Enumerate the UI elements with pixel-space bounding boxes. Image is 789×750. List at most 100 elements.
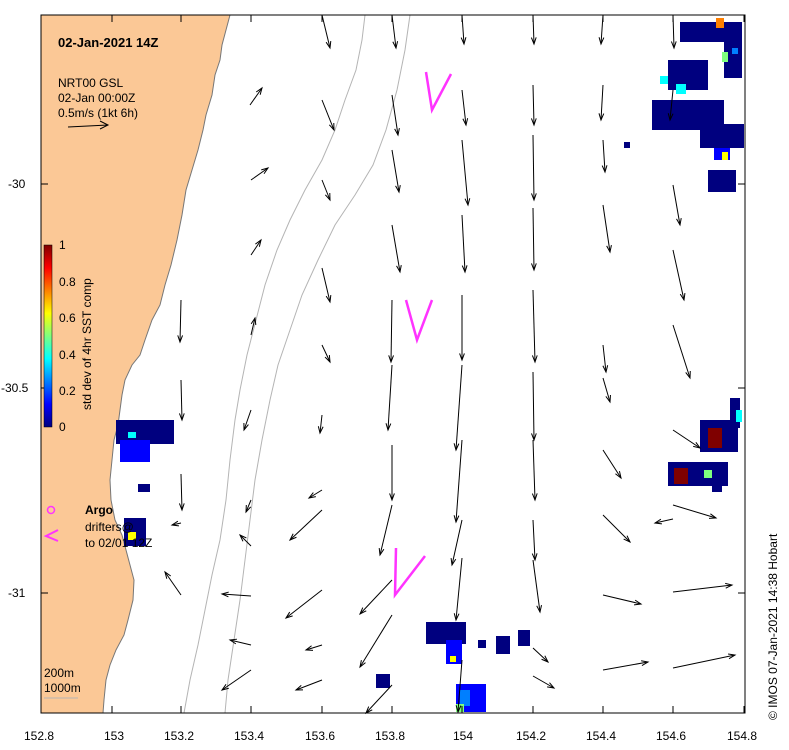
- x-tick-label: 153.4: [234, 729, 264, 743]
- colorbar-tick: 1: [59, 238, 66, 252]
- scale-arrow-head-icon: [99, 120, 110, 130]
- x-tick-label: 153.8: [375, 729, 405, 743]
- current-vector: [387, 364, 393, 431]
- current-vector-head-icon: [633, 599, 643, 606]
- current-vector-head-icon: [325, 294, 332, 304]
- current-vector: [461, 214, 466, 273]
- legend-line-2: 02-Jan 00:00Z: [58, 91, 135, 105]
- current-vector-head-icon: [679, 292, 686, 302]
- current-vector: [457, 659, 463, 713]
- current-vector-head-icon: [359, 660, 366, 669]
- isobath-200m: [183, 14, 366, 714]
- current-vector-head-icon: [317, 426, 324, 435]
- colorbar: 1 0.8 0.6 0.4 0.2 0 std dev of 4hr SST c…: [43, 238, 94, 434]
- scale-arrow-icon: [67, 124, 109, 128]
- x-tick-label: 152.8: [24, 729, 54, 743]
- current-vector: [672, 429, 701, 449]
- current-vector-head-icon: [531, 553, 538, 562]
- current-vector: [532, 371, 535, 441]
- current-vector: [672, 184, 681, 226]
- current-vector-head-icon: [685, 370, 691, 380]
- current-vector: [532, 559, 541, 613]
- current-vector: [365, 684, 393, 714]
- current-vector-head-icon: [220, 684, 229, 691]
- current-vector: [321, 179, 331, 201]
- argo-label: Argo: [85, 503, 113, 517]
- current-vector-head-icon: [178, 503, 185, 512]
- current-vector-head-icon: [602, 365, 609, 374]
- current-vector: [672, 654, 736, 669]
- y-tick-label: -30.5: [1, 381, 29, 395]
- current-vector-field: [164, 14, 737, 715]
- x-tick-label: 154.8: [727, 729, 757, 743]
- current-vector: [308, 489, 323, 499]
- vector-legend: NRT00 GSL 02-Jan 00:00Z 0.5m/s (1kt 6h): [58, 76, 138, 130]
- current-vector-head-icon: [653, 518, 663, 525]
- current-vector: [602, 449, 622, 479]
- current-vector: [455, 557, 463, 621]
- current-vector: [672, 504, 717, 519]
- current-vector: [171, 522, 182, 526]
- colorbar-label: std dev of 4hr SST comp: [80, 278, 94, 410]
- current-vector: [602, 661, 649, 671]
- current-vector: [250, 239, 262, 256]
- current-vector: [295, 679, 323, 691]
- current-vector-head-icon: [255, 86, 263, 95]
- current-vector: [321, 14, 331, 49]
- current-vector-head-icon: [531, 263, 537, 272]
- current-vector-head-icon: [378, 547, 385, 557]
- isobath-1000m: [224, 14, 411, 714]
- depth-200m-label: 200m: [44, 666, 74, 680]
- current-vector: [672, 249, 685, 301]
- current-vector: [602, 204, 611, 253]
- current-vector: [602, 377, 611, 403]
- current-vector-head-icon: [530, 118, 537, 127]
- current-vector-head-icon: [325, 40, 332, 50]
- current-vector-head-icon: [453, 443, 460, 452]
- current-vector-head-icon: [598, 37, 605, 46]
- current-vector: [245, 499, 252, 513]
- current-vector: [532, 647, 549, 663]
- current-vector-head-icon: [641, 660, 650, 666]
- current-vector: [249, 87, 263, 106]
- sst-patches: [116, 18, 744, 712]
- axis-ticks: [40, 15, 745, 713]
- current-vector-head-icon: [531, 493, 538, 502]
- current-vector-head-icon: [531, 433, 537, 442]
- current-vector: [229, 639, 252, 646]
- current-vector-head-icon: [255, 238, 262, 247]
- current-vector-head-icon: [464, 198, 471, 207]
- current-vector: [532, 439, 536, 501]
- current-vector: [602, 344, 607, 373]
- current-vector: [391, 149, 400, 193]
- drifter-track-2: [404, 299, 434, 345]
- current-vector: [451, 519, 463, 566]
- x-tick-labels: 152.8 153 153.2 153.4 153.6 153.8 154 15…: [24, 729, 757, 743]
- x-tick-label: 153.6: [305, 729, 335, 743]
- drifters-date: to 02/01 12Z: [85, 536, 152, 550]
- current-vector-head-icon: [261, 167, 270, 175]
- current-vector-head-icon: [725, 582, 734, 589]
- current-vector-head-icon: [388, 355, 394, 364]
- current-vector-head-icon: [164, 570, 172, 579]
- current-vector: [359, 614, 393, 668]
- current-vector-head-icon: [304, 645, 314, 651]
- current-vector-head-icon: [395, 185, 401, 194]
- current-vector-head-icon: [606, 245, 612, 254]
- plot-frame: [40, 14, 746, 714]
- current-vector: [179, 299, 182, 343]
- current-vector-head-icon: [460, 37, 467, 46]
- current-vector: [669, 89, 674, 121]
- legend-line-1: NRT00 GSL: [58, 76, 123, 90]
- current-vector: [461, 139, 469, 206]
- current-vector-head-icon: [531, 355, 538, 364]
- current-vector-head-icon: [359, 607, 367, 616]
- drifter-tracks: [393, 71, 453, 599]
- current-vector: [672, 584, 733, 593]
- colorbar-tick: 0.4: [59, 348, 76, 362]
- current-vector-head-icon: [615, 471, 622, 480]
- x-tick-label: 153.2: [164, 729, 194, 743]
- current-vector-head-icon: [307, 492, 316, 499]
- current-vector: [321, 99, 335, 131]
